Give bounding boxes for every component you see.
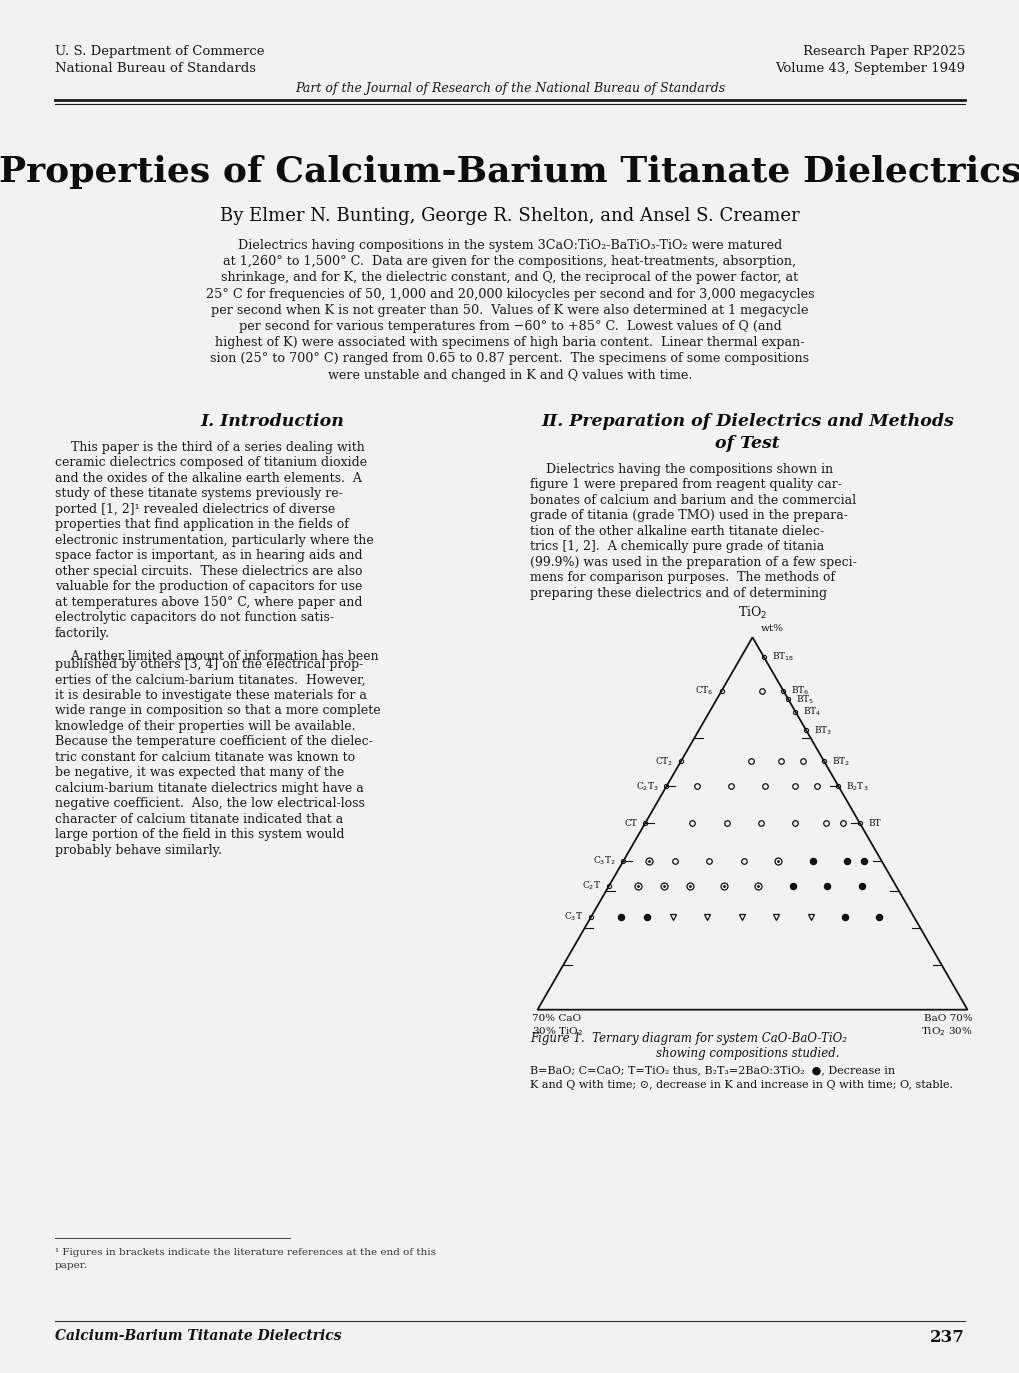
Text: at temperatures above 150° C, where paper and: at temperatures above 150° C, where pape…: [55, 596, 362, 608]
Text: II. Preparation of Dielectrics and Methods: II. Preparation of Dielectrics and Metho…: [541, 413, 953, 430]
Text: C$_3$T$_2$: C$_3$T$_2$: [592, 854, 614, 866]
Text: Calcium-Barium Titanate Dielectrics: Calcium-Barium Titanate Dielectrics: [55, 1329, 341, 1343]
Text: National Bureau of Standards: National Bureau of Standards: [55, 62, 256, 76]
Text: I. Introduction: I. Introduction: [201, 413, 344, 430]
Text: large portion of the field in this system would: large portion of the field in this syste…: [55, 828, 344, 842]
Text: C$_3$T: C$_3$T: [564, 910, 583, 923]
Text: BT$_{18}$: BT$_{18}$: [771, 651, 794, 663]
Text: factorily.: factorily.: [55, 627, 110, 640]
Text: TiO$_2$ 30%: TiO$_2$ 30%: [920, 1026, 971, 1038]
Text: Volume 43, September 1949: Volume 43, September 1949: [774, 62, 964, 76]
Text: Dielectrics having the compositions shown in: Dielectrics having the compositions show…: [530, 463, 833, 476]
Text: BT$_4$: BT$_4$: [803, 706, 821, 718]
Text: grade of titania (grade TMO) used in the prepara-: grade of titania (grade TMO) used in the…: [530, 509, 847, 522]
Text: paper.: paper.: [55, 1260, 88, 1270]
Text: figure 1 were prepared from reagent quality car-: figure 1 were prepared from reagent qual…: [530, 478, 841, 492]
Text: published by others [3, 4] on the electrical prop-: published by others [3, 4] on the electr…: [55, 658, 363, 671]
Text: ported [1, 2]¹ revealed dielectrics of diverse: ported [1, 2]¹ revealed dielectrics of d…: [55, 503, 335, 516]
Text: Dielectrics having compositions in the system 3CaO:TiO₂-BaTiO₃-TiO₂ were matured: Dielectrics having compositions in the s…: [237, 239, 782, 253]
Text: properties that find application in the fields of: properties that find application in the …: [55, 518, 348, 531]
Text: tric constant for calcium titanate was known to: tric constant for calcium titanate was k…: [55, 751, 355, 763]
Text: U. S. Department of Commerce: U. S. Department of Commerce: [55, 45, 264, 58]
Text: character of calcium titanate indicated that a: character of calcium titanate indicated …: [55, 813, 343, 825]
Text: 237: 237: [929, 1329, 964, 1346]
Text: were unstable and changed in K and Q values with time.: were unstable and changed in K and Q val…: [327, 368, 692, 382]
Text: CT: CT: [624, 820, 637, 828]
Text: BT$_6$: BT$_6$: [791, 684, 809, 697]
Text: valuable for the production of capacitors for use: valuable for the production of capacitor…: [55, 581, 362, 593]
Text: study of these titanate systems previously re-: study of these titanate systems previous…: [55, 487, 342, 500]
Text: C$_2$T: C$_2$T: [582, 880, 600, 892]
Text: preparing these dielectrics and of determining: preparing these dielectrics and of deter…: [530, 586, 826, 600]
Text: This paper is the third of a series dealing with: This paper is the third of a series deal…: [55, 441, 365, 454]
Text: per second when K is not greater than 50.  Values of K were also determined at 1: per second when K is not greater than 50…: [211, 303, 808, 317]
Text: at 1,260° to 1,500° C.  Data are given for the compositions, heat-treatments, ab: at 1,260° to 1,500° C. Data are given fo…: [223, 255, 796, 268]
Text: CT$_2$: CT$_2$: [654, 755, 673, 768]
Text: erties of the calcium-barium titanates.  However,: erties of the calcium-barium titanates. …: [55, 673, 365, 686]
Text: ceramic dielectrics composed of titanium dioxide: ceramic dielectrics composed of titanium…: [55, 456, 367, 470]
Text: electrolytic capacitors do not function satis-: electrolytic capacitors do not function …: [55, 611, 333, 625]
Text: per second for various temperatures from −60° to +85° C.  Lowest values of Q (an: per second for various temperatures from…: [238, 320, 781, 334]
Text: it is desirable to investigate these materials for a: it is desirable to investigate these mat…: [55, 689, 367, 702]
Text: C$_2$T$_3$: C$_2$T$_3$: [635, 780, 658, 792]
Text: tion of the other alkaline earth titanate dielec-: tion of the other alkaline earth titanat…: [530, 524, 823, 538]
Text: probably behave similarly.: probably behave similarly.: [55, 844, 222, 857]
Text: trics [1, 2].  A chemically pure grade of titania: trics [1, 2]. A chemically pure grade of…: [530, 541, 823, 553]
Text: sion (25° to 700° C) ranged from 0.65 to 0.87 percent.  The specimens of some co: sion (25° to 700° C) ranged from 0.65 to…: [210, 353, 809, 365]
Text: B$_2$T$_3$: B$_2$T$_3$: [846, 780, 868, 792]
Text: space factor is important, as in hearing aids and: space factor is important, as in hearing…: [55, 549, 363, 563]
Text: (99.9%) was used in the preparation of a few speci-: (99.9%) was used in the preparation of a…: [530, 556, 856, 568]
Text: K and Q with time; ⊙, decrease in K and increase in Q with time; O, stable.: K and Q with time; ⊙, decrease in K and …: [530, 1079, 952, 1090]
Text: and the oxides of the alkaline earth elements.  A: and the oxides of the alkaline earth ele…: [55, 472, 362, 485]
Text: BT: BT: [867, 820, 879, 828]
Text: of Test: of Test: [714, 435, 780, 452]
Text: bonates of calcium and barium and the commercial: bonates of calcium and barium and the co…: [530, 494, 855, 507]
Text: wide range in composition so that a more complete: wide range in composition so that a more…: [55, 704, 380, 717]
Text: highest of K) were associated with specimens of high baria content.  Linear ther: highest of K) were associated with speci…: [215, 336, 804, 349]
Text: other special circuits.  These dielectrics are also: other special circuits. These dielectric…: [55, 564, 362, 578]
Text: ¹ Figures in brackets indicate the literature references at the end of this: ¹ Figures in brackets indicate the liter…: [55, 1248, 435, 1258]
Text: 70% CaO: 70% CaO: [532, 1013, 581, 1023]
Text: By Elmer N. Bunting, George R. Shelton, and Ansel S. Creamer: By Elmer N. Bunting, George R. Shelton, …: [220, 207, 799, 225]
Text: BaO 70%: BaO 70%: [923, 1013, 971, 1023]
Text: BT$_2$: BT$_2$: [832, 755, 850, 768]
Text: electronic instrumentation, particularly where the: electronic instrumentation, particularly…: [55, 534, 373, 546]
Text: 30% TiO$_2$: 30% TiO$_2$: [532, 1026, 583, 1038]
Text: B=BaO; C=CaO; T=TiO₂ thus, B₂T₃=2BaO:3TiO₂  ●, Decrease in: B=BaO; C=CaO; T=TiO₂ thus, B₂T₃=2BaO:3Ti…: [530, 1065, 895, 1075]
Text: knowledge of their properties will be available.: knowledge of their properties will be av…: [55, 719, 356, 733]
Text: Properties of Calcium-Barium Titanate Dielectrics: Properties of Calcium-Barium Titanate Di…: [0, 155, 1019, 189]
Text: be negative, it was expected that many of the: be negative, it was expected that many o…: [55, 766, 344, 780]
Text: TiO$_2$: TiO$_2$: [737, 605, 766, 622]
Text: A rather limited amount of information has been: A rather limited amount of information h…: [55, 651, 378, 663]
Text: Research Paper RP2025: Research Paper RP2025: [802, 45, 964, 58]
Text: BT$_5$: BT$_5$: [796, 693, 814, 706]
Text: BT$_3$: BT$_3$: [813, 724, 832, 737]
Text: mens for comparison purposes.  The methods of: mens for comparison purposes. The method…: [530, 571, 835, 585]
Text: calcium-barium titanate dielectrics might have a: calcium-barium titanate dielectrics migh…: [55, 781, 364, 795]
Text: Because the temperature coefficient of the dielec-: Because the temperature coefficient of t…: [55, 736, 372, 748]
Text: negative coefficient.  Also, the low electrical-loss: negative coefficient. Also, the low elec…: [55, 798, 365, 810]
Text: 25° C for frequencies of 50, 1,000 and 20,000 kilocycles per second and for 3,00: 25° C for frequencies of 50, 1,000 and 2…: [206, 287, 813, 301]
Text: CT$_6$: CT$_6$: [694, 684, 713, 697]
Text: shrinkage, and for K, the dielectric constant, and Q, the reciprocal of the powe: shrinkage, and for K, the dielectric con…: [221, 272, 798, 284]
Text: wt%: wt%: [760, 625, 783, 633]
Text: Figure 1.  Ternary diagram for system CaO-BaO-TiO₂: Figure 1. Ternary diagram for system CaO…: [530, 1031, 846, 1045]
Text: showing compositions studied.: showing compositions studied.: [655, 1046, 839, 1060]
Text: Part of the Journal of Research of the National Bureau of Standards: Part of the Journal of Research of the N…: [294, 82, 725, 95]
